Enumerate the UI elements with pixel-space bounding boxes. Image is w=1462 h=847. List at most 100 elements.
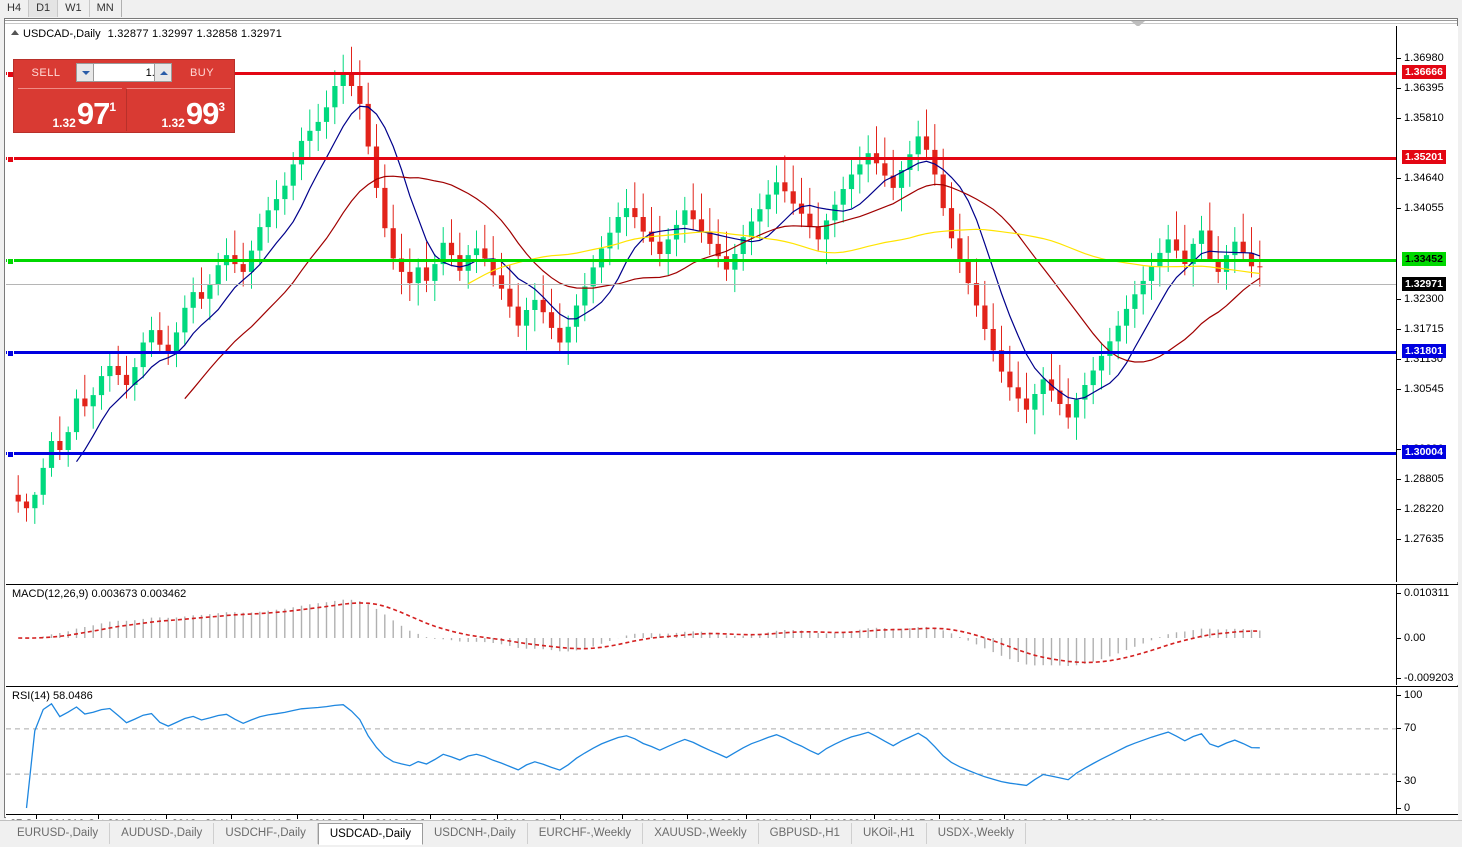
chart-tab-strip: EURUSD-,DailyAUDUSD-,DailyUSDCHF-,DailyU… [6, 823, 1026, 845]
rsi-plot-area[interactable] [6, 687, 1396, 815]
chart-tab-usdcad-daily[interactable]: USDCAD-,Daily [318, 823, 423, 845]
buy-price-button[interactable]: 1.32993 [126, 88, 231, 131]
level-line-handle[interactable] [7, 350, 14, 357]
level-price-badge[interactable]: 1.33452 [1402, 252, 1446, 266]
timeframe-d1[interactable]: D1 [29, 0, 58, 17]
price-tick [1397, 58, 1401, 59]
price-tick [1397, 509, 1401, 510]
macd-plot-area[interactable] [6, 585, 1396, 685]
rsi-title: RSI(14) 58.0486 [12, 690, 93, 702]
price-tick [1397, 299, 1401, 300]
level-line-support[interactable] [6, 452, 1396, 455]
current-price-line [6, 284, 1396, 285]
macd-tick-label: 0.00 [1404, 632, 1425, 644]
level-price-badge[interactable]: 1.35201 [1402, 150, 1446, 164]
timeframe-toolbar: H4D1W1MN [0, 0, 1462, 18]
rsi-pane: RSI(14) 58.0486 100 70 30 0 [6, 686, 1458, 815]
price-tick [1397, 539, 1401, 540]
rsi-tick [1397, 781, 1401, 782]
rsi-tick-label: 30 [1404, 775, 1416, 787]
price-tick-label: 1.32300 [1404, 293, 1444, 305]
macd-tick [1397, 593, 1401, 594]
price-tick-label: 1.30545 [1404, 383, 1444, 395]
chart-tab-xauusd-weekly[interactable]: XAUUSD-,Weekly [643, 823, 758, 844]
price-tick-label: 1.31715 [1404, 323, 1444, 335]
chart-tab-gbpusd-h1[interactable]: GBPUSD-,H1 [759, 823, 852, 844]
rsi-tick [1397, 808, 1401, 809]
rsi-tick-label: 70 [1404, 722, 1416, 734]
price-tick-label: 1.36395 [1404, 82, 1444, 94]
chart-tab-eurusd-daily[interactable]: EURUSD-,Daily [6, 823, 110, 844]
chevron-down-icon [82, 71, 90, 75]
chart-tab-usdchf-daily[interactable]: USDCHF-,Daily [214, 823, 318, 844]
price-tick [1397, 118, 1401, 119]
sell-price-main: 97 [77, 96, 109, 131]
sell-price-button[interactable]: 1.32971 [18, 88, 122, 131]
price-tick [1397, 88, 1401, 89]
buy-price-fraction: 3 [218, 100, 225, 114]
buy-price-prefix: 1.32 [161, 116, 184, 130]
price-tick [1397, 178, 1401, 179]
ohlc-values: 1.32877 1.32997 1.32858 1.32971 [108, 28, 282, 40]
chevron-up-icon [160, 71, 168, 75]
volume-increment-button[interactable] [154, 63, 172, 82]
sell-price-fraction: 1 [109, 100, 116, 114]
chart-tab-eurchf-weekly[interactable]: EURCHF-,Weekly [528, 823, 643, 844]
level-price-badge[interactable]: 1.31801 [1402, 344, 1446, 358]
level-line-handle[interactable] [7, 451, 14, 458]
chart-window: 1.369801.363951.358101.346401.340551.323… [4, 18, 1458, 818]
level-price-badge[interactable]: 1.30004 [1402, 445, 1446, 459]
price-tick-label: 1.28805 [1404, 473, 1444, 485]
price-tick-label: 1.28220 [1404, 503, 1444, 515]
level-line-support[interactable] [6, 351, 1396, 354]
macd-pane: MACD(12,26,9) 0.003673 0.003462 0.010311… [6, 584, 1458, 685]
rsi-axis: 100 70 30 0 [1396, 687, 1458, 815]
level-line-handle[interactable] [7, 156, 14, 163]
symbol-name: USDCAD-,Daily [23, 28, 101, 40]
rsi-tick-label: 100 [1404, 689, 1422, 701]
chart-tab-usdx-weekly[interactable]: USDX-,Weekly [927, 823, 1026, 844]
timeframe-h4[interactable]: H4 [0, 0, 29, 17]
trade-controls-row: SELL 1.00 BUY [14, 60, 234, 86]
sell-button[interactable]: SELL [20, 63, 72, 83]
timeframe-mn[interactable]: MN [90, 0, 121, 17]
macd-tick [1397, 638, 1401, 639]
price-tick-label: 1.27635 [1404, 533, 1444, 545]
level-price-badge[interactable]: 1.36666 [1402, 65, 1446, 79]
rsi-tick [1397, 728, 1401, 729]
timeframe-w1[interactable]: W1 [58, 0, 90, 17]
price-tick [1397, 359, 1401, 360]
price-tick [1397, 389, 1401, 390]
chart-tab-bar: EURUSD-,DailyAUDUSD-,DailyUSDCHF-,DailyU… [0, 820, 1462, 847]
price-tick-label: 1.34640 [1404, 172, 1444, 184]
macd-tick-label: 0.010311 [1404, 587, 1449, 599]
price-tick-label: 1.34055 [1404, 202, 1444, 214]
price-tick-label: 1.35810 [1404, 112, 1444, 124]
price-tick [1397, 449, 1401, 450]
rsi-tick [1397, 695, 1401, 696]
one-click-trade-panel: SELL 1.00 BUY 1.32971 1.32993 [13, 59, 235, 133]
macd-title: MACD(12,26,9) 0.003673 0.003462 [12, 588, 186, 600]
rsi-chart [6, 687, 1396, 815]
macd-tick-label: -0.009203 [1404, 672, 1454, 684]
chart-scrollbar[interactable] [5, 19, 1457, 26]
price-tick [1397, 329, 1401, 330]
sell-price-prefix: 1.32 [52, 116, 75, 130]
level-line-pivot[interactable] [6, 259, 1396, 262]
level-line-resistance[interactable] [6, 157, 1396, 160]
rsi-tick-label: 0 [1404, 802, 1410, 814]
price-axis[interactable]: 1.36980 1.36395 1.35810 1.34640 1.34055 1.323… [1396, 26, 1458, 582]
triangle-up-icon[interactable] [11, 30, 19, 35]
chart-tab-usdcnh-daily[interactable]: USDCNH-,Daily [423, 823, 528, 844]
macd-chart [6, 585, 1396, 685]
volume-decrement-button[interactable] [76, 63, 94, 82]
level-line-handle[interactable] [7, 258, 14, 265]
macd-tick [1397, 678, 1401, 679]
scrollbar-track-upper [5, 20, 1457, 21]
price-tick-label: 1.36980 [1404, 52, 1444, 64]
buy-button[interactable]: BUY [176, 63, 228, 83]
chart-tab-ukoil-h1[interactable]: UKOil-,H1 [852, 823, 927, 844]
chart-tab-audusd-daily[interactable]: AUDUSD-,Daily [110, 823, 214, 844]
price-tick [1397, 208, 1401, 209]
macd-axis: 0.010311 0.00 -0.009203 [1396, 585, 1458, 685]
